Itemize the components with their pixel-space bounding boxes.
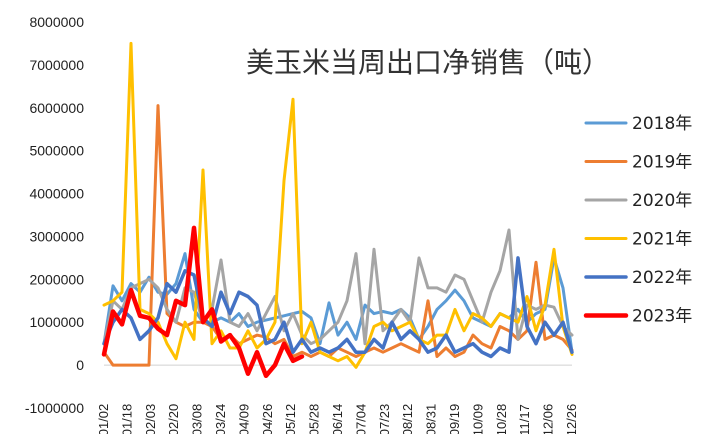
legend-label: 2020年 [632, 191, 692, 211]
y-tick-label: 0 [76, 357, 84, 373]
x-tick-label: 10/09 [470, 404, 485, 434]
x-tick-label: 03/08 [190, 404, 205, 434]
legend: 2018年 2019年 2020年 2021年 2022年 2023年 [583, 114, 692, 327]
x-tick-label: 07/23 [377, 404, 392, 434]
series-line-4 [102, 41, 574, 369]
x-tick-label: 02/03 [143, 404, 158, 434]
y-axis-ticks: -1000000 0 1000000 2000000 3000000 4000000 500… [25, 14, 84, 416]
x-tick-label: 10/28 [494, 404, 509, 434]
x-tick-label: 01/18 [119, 404, 134, 434]
series-line-3 [102, 228, 574, 346]
x-tick-label: 07/04 [353, 404, 368, 434]
x-tick-label: 11/17 [517, 404, 532, 434]
x-tick-label: 04/09 [236, 404, 251, 434]
series-line-5 [102, 256, 574, 359]
legend-label: 2018年 [632, 114, 692, 134]
x-tick-label: 04/26 [260, 404, 275, 434]
y-tick-label: -1000000 [25, 400, 84, 416]
x-tick-label: 08/31 [424, 404, 439, 434]
y-tick-label: 2000000 [29, 271, 84, 287]
y-tick-label: 6000000 [29, 100, 84, 116]
chart-title: 美玉米当周出口净销售（吨） [246, 46, 610, 79]
y-tick-label: 8000000 [29, 14, 84, 30]
y-tick-label: 3000000 [29, 228, 84, 244]
x-tick-label: 02/20 [166, 404, 181, 434]
x-tick-label: 12/06 [541, 404, 556, 434]
series-lines [101, 41, 574, 379]
series-line-2 [102, 104, 574, 367]
y-tick-label: 4000000 [29, 186, 84, 202]
x-axis-ticks: 01/02 01/18 02/03 02/20 03/08 03/24 04/09 04/26… [96, 404, 579, 434]
x-tick-label: 05/28 [307, 404, 322, 434]
x-tick-label: 06/14 [330, 404, 345, 434]
x-tick-label: 09/19 [447, 404, 462, 434]
x-tick-label: 05/12 [283, 404, 298, 434]
y-tick-label: 1000000 [29, 314, 84, 330]
x-tick-label: 01/02 [96, 404, 111, 434]
legend-label: 2019年 [632, 153, 692, 173]
x-tick-label: 12/26 [564, 404, 579, 434]
legend-label: 2021年 [632, 230, 692, 250]
legend-label: 2022年 [632, 268, 692, 288]
legend-label: 2023年 [632, 307, 692, 327]
x-tick-label: 03/24 [213, 404, 228, 434]
y-tick-label: 5000000 [29, 143, 84, 159]
y-tick-label: 7000000 [29, 57, 84, 73]
x-tick-label: 08/12 [400, 404, 415, 434]
series-line-6 [101, 225, 305, 379]
